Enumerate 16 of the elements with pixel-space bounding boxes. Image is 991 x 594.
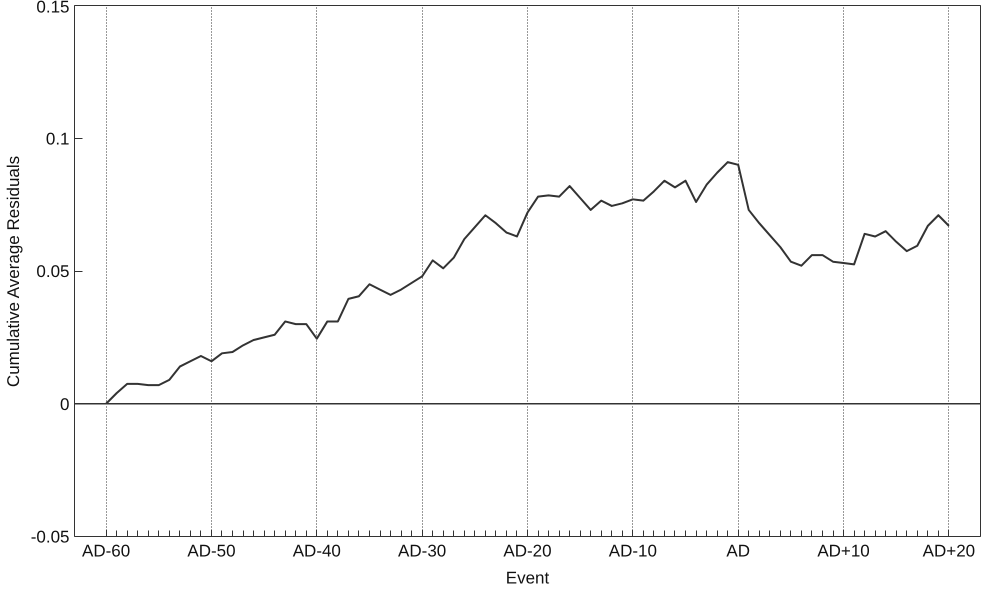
y-tick-label: 0.15 [36, 0, 70, 16]
y-tick-label: 0 [60, 394, 70, 414]
y-tick-label: -0.05 [30, 528, 70, 546]
x-tick-label: AD-10 [608, 542, 657, 560]
x-tick-label: AD+10 [817, 542, 870, 560]
x-tick-label: AD-50 [187, 542, 236, 560]
x-tick-label: AD-20 [503, 542, 552, 560]
y-axis-title: Cumulative Average Residuals [4, 156, 23, 388]
x-tick-label: AD [726, 542, 750, 560]
x-tick-label: AD-30 [398, 542, 446, 560]
x-axis-title: Event [506, 568, 550, 588]
x-tick-label: AD+20 [922, 542, 976, 560]
x-tick-label: AD-60 [82, 542, 130, 560]
x-tick-label: AD-40 [292, 542, 341, 560]
y-tick-label: 0.05 [36, 262, 70, 281]
y-tick-label: 0.1 [46, 129, 70, 148]
